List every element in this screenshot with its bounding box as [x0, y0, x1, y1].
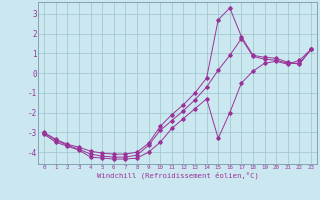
X-axis label: Windchill (Refroidissement éolien,°C): Windchill (Refroidissement éolien,°C): [97, 172, 259, 179]
